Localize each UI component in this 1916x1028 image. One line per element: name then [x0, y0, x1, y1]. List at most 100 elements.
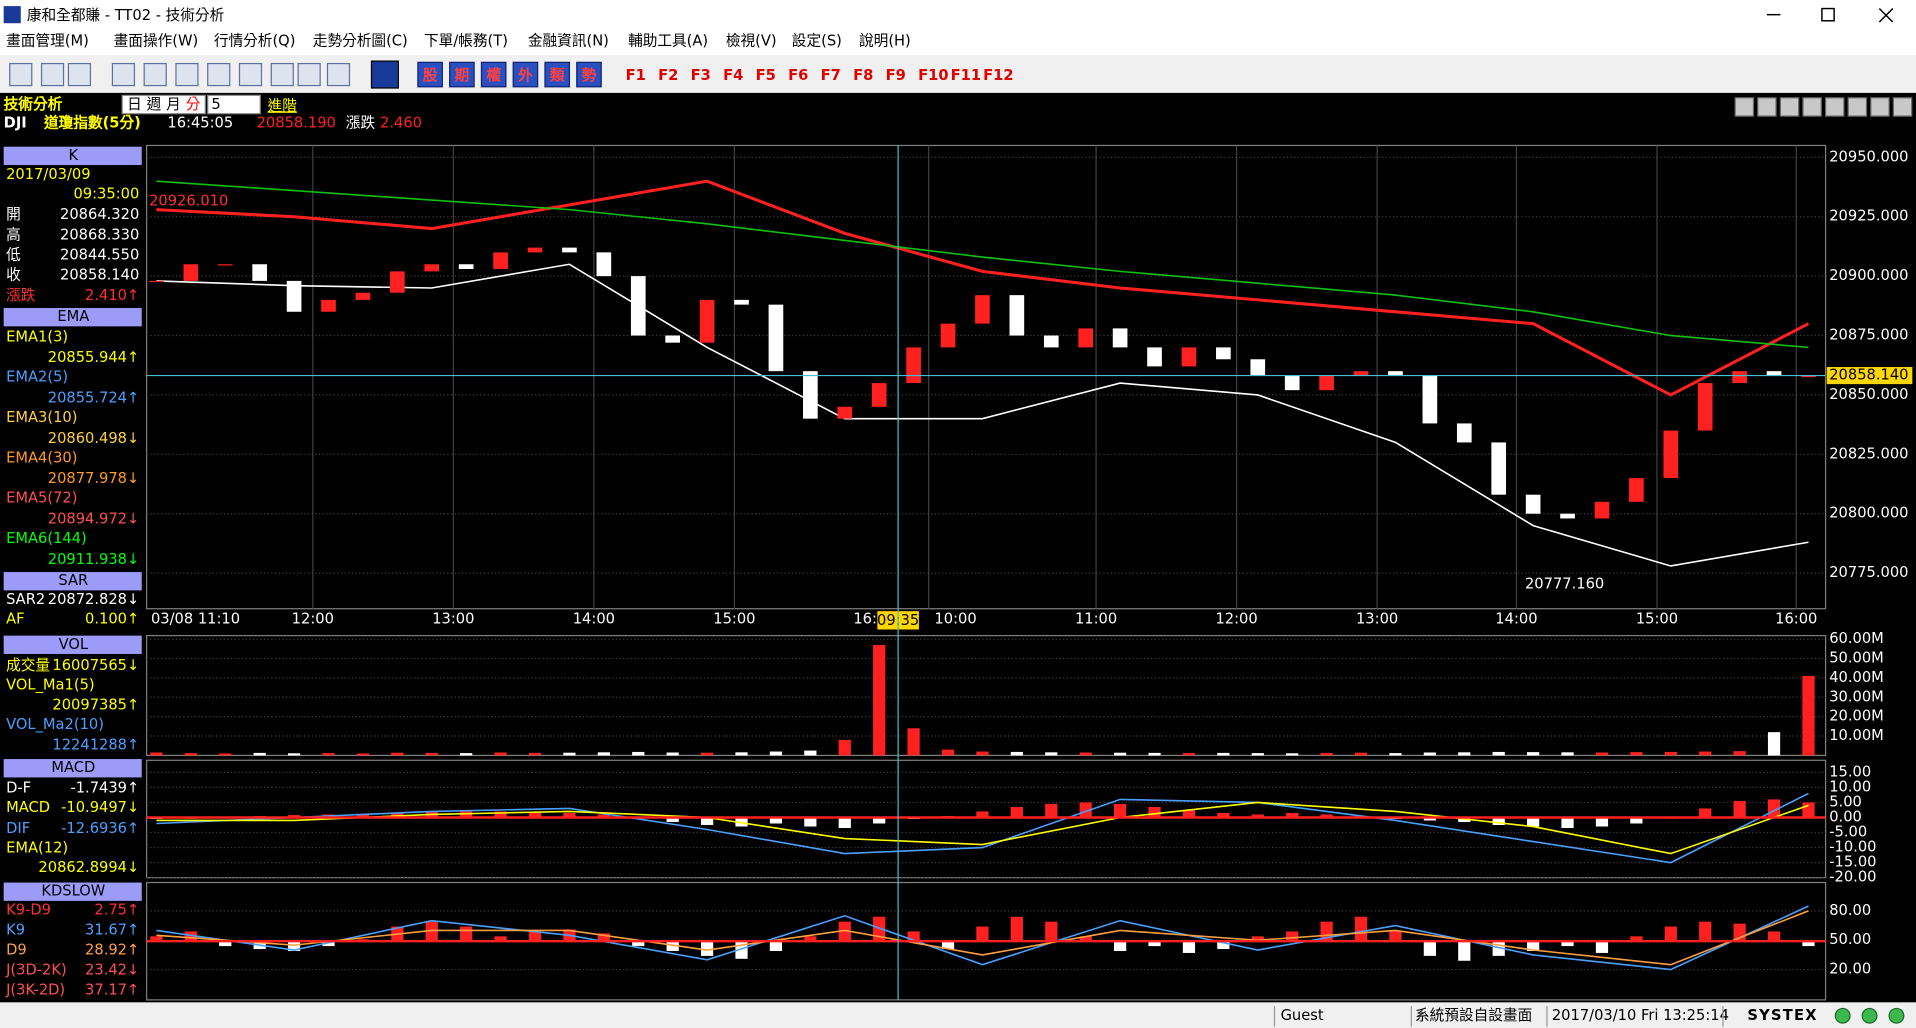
bar — [976, 926, 989, 942]
window-controls[interactable] — [1766, 7, 1894, 23]
chart-tool-icon[interactable] — [1870, 97, 1890, 117]
bar — [666, 752, 679, 756]
menu-item: 畫面管理(M) — [6, 32, 89, 50]
chart-tool-icon[interactable] — [1824, 97, 1845, 117]
bar — [219, 753, 232, 756]
candle — [1216, 347, 1231, 360]
y-tick-label: 50.00 — [1829, 931, 1871, 948]
tool-icon[interactable] — [238, 62, 263, 87]
tool-icon[interactable] — [40, 62, 65, 87]
chart-tool-icon[interactable] — [1847, 97, 1868, 117]
info-value: 16007565↓ — [52, 657, 139, 674]
chart-tool-icon[interactable] — [1734, 97, 1755, 117]
quote-button[interactable] — [417, 61, 443, 88]
bar — [804, 750, 817, 756]
interval-select[interactable] — [207, 94, 261, 115]
menu-item: 畫面操作(W) — [114, 33, 199, 50]
info-label: 高 — [6, 226, 21, 243]
candle — [149, 280, 164, 283]
tool-icon[interactable] — [9, 62, 33, 87]
tool-icon[interactable] — [175, 62, 199, 87]
menu-item: 金融資訊(N) — [528, 33, 609, 50]
bar — [1699, 921, 1712, 942]
tool-icon[interactable] — [270, 62, 294, 87]
info-value: 20864.320 — [60, 206, 139, 223]
quote-button[interactable] — [480, 61, 507, 88]
y-tick-label: 20900.000 — [1829, 267, 1908, 284]
y-tick-label: -10.00 — [1829, 839, 1876, 856]
section-header — [3, 635, 142, 654]
candle — [1284, 375, 1300, 391]
bar — [838, 921, 851, 942]
chart-tool-icon[interactable] — [1802, 97, 1822, 117]
bar — [1354, 752, 1368, 756]
candle — [493, 252, 508, 269]
period-box — [121, 94, 206, 115]
change-value: 2.460 — [380, 114, 422, 131]
quote-button[interactable] — [449, 61, 475, 88]
tool-icon[interactable] — [111, 62, 136, 87]
bar — [356, 753, 370, 756]
info-value: -12.6936↑ — [61, 820, 139, 837]
period-button: 週 — [147, 96, 162, 113]
bar — [1458, 752, 1471, 756]
x-tick-label: 11:00 — [1075, 611, 1117, 628]
bar — [1010, 916, 1023, 942]
tool-icon[interactable] — [143, 62, 167, 87]
chart-tool-icon[interactable] — [1757, 97, 1777, 117]
info-value: 2.75↑ — [94, 902, 139, 919]
bar — [494, 752, 507, 756]
tool-icon[interactable] — [297, 62, 321, 87]
quote-time: 16:45:05 — [167, 114, 233, 131]
candle — [252, 264, 267, 281]
info-value: 31.67↑ — [85, 922, 139, 939]
candle — [1560, 513, 1575, 519]
y-tick-label: 80.00 — [1829, 902, 1871, 919]
app-icon — [3, 6, 21, 24]
tool-icon[interactable] — [207, 62, 231, 87]
quote-button[interactable] — [544, 61, 571, 88]
info-label: J(3D-2K) — [5, 961, 67, 978]
info-label: EMA(12) — [6, 839, 68, 856]
symbol: DJI — [4, 114, 27, 131]
y-tick-label: -15.00 — [1829, 854, 1876, 871]
candle — [1732, 371, 1747, 384]
info-label: MACD — [6, 799, 50, 816]
bar — [1045, 803, 1058, 818]
quote-button[interactable] — [512, 61, 539, 88]
tool-icon[interactable] — [67, 62, 92, 87]
bar — [1561, 752, 1574, 756]
y-tick-label: 20825.000 — [1829, 445, 1908, 462]
chart-frame — [146, 759, 1827, 879]
interval-value: 5 — [211, 96, 220, 113]
candle — [734, 299, 749, 305]
function-key: F11 — [951, 67, 981, 84]
section-header — [3, 759, 142, 778]
close[interactable] — [1878, 8, 1894, 23]
x-tick-label: 12:00 — [1215, 611, 1257, 628]
bar — [907, 728, 920, 756]
chart-tool-icon[interactable] — [1779, 97, 1800, 117]
bar — [1217, 941, 1230, 950]
bar — [528, 812, 542, 818]
bar — [838, 739, 851, 756]
info-value: 20872.828↓ — [48, 591, 140, 608]
quote-button[interactable] — [576, 61, 602, 88]
chart-tool-icon[interactable] — [1892, 97, 1913, 117]
bar — [666, 817, 679, 822]
info-value: 20855.724↑ — [48, 389, 140, 406]
candle — [1078, 328, 1094, 348]
tool-icon[interactable] — [370, 60, 399, 89]
high-annotation: 20926.010 — [149, 193, 228, 210]
bar — [769, 817, 783, 824]
bar — [1423, 941, 1436, 956]
info-value: 20868.330 — [60, 226, 139, 243]
info-label: 低 — [6, 246, 21, 263]
indicator-line — [156, 792, 1809, 864]
bar — [1664, 751, 1677, 756]
tool-icon[interactable] — [326, 62, 351, 87]
info-label: EMA6(144) — [6, 530, 87, 547]
bar — [804, 936, 817, 942]
maximize[interactable] — [1821, 7, 1835, 22]
